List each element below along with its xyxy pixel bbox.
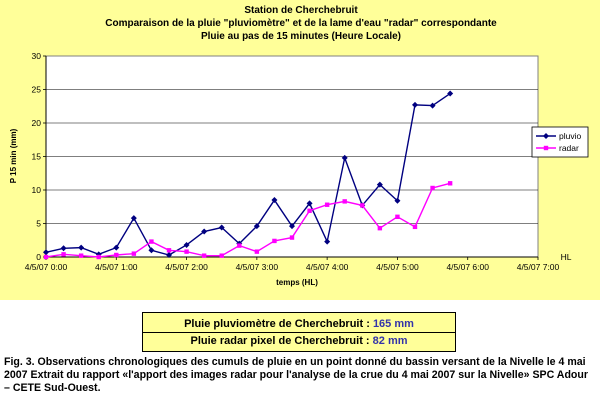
y-tick-label: 25 [32,85,42,95]
data-point-radar [430,185,435,191]
x-axis-label: temps (HL) [276,278,318,287]
x-tick-label: 4/5/07 7:00 [517,262,560,272]
y-tick-label: 30 [32,51,42,61]
x-tick-label: 4/5/07 1:00 [95,262,138,272]
chart-title: Station de Cherchebruit Comparaison de l… [105,5,497,42]
x-tick-label: 4/5/07 3:00 [236,262,279,272]
data-point-pluvio [218,224,225,231]
rainfall-chart: Station de Cherchebruit Comparaison de l… [9,5,589,287]
pluvio-total-value: 165 mm [372,318,414,330]
data-point-radar [219,253,224,258]
pluvio-total: Pluie pluviomètre de Cherchebruit : 165 … [143,318,455,330]
chart-title-line-2: Comparaison de la pluie "pluviomètre" et… [105,18,497,29]
y-tick-label: 5 [36,219,41,229]
y-tick-label: 10 [32,185,42,195]
grid-lines [46,89,538,224]
totals-box: Pluie pluviomètre de Cherchebruit : 165 … [142,312,456,352]
data-point-pluvio [78,244,85,251]
data-point-pluvio [324,238,331,245]
x-tick-label: 4/5/07 0:00 [25,262,68,272]
data-point-pluvio [306,200,313,207]
pluvio-total-label: Pluie pluviomètre de Cherchebruit : [184,318,373,330]
data-point-radar [201,253,207,258]
data-point-pluvio [412,101,418,108]
y-axis-ticks: 0 5 10 15 20 25 30 [32,51,538,262]
data-point-radar [272,238,277,244]
data-point-pluvio [148,247,155,254]
data-point-pluvio [60,245,67,252]
figure-caption: Fig. 3. Observations chronologiques des … [4,356,588,394]
data-point-pluvio [166,251,172,258]
series-line-pluvio [45,92,451,256]
legend-label-radar: radar [559,143,579,153]
data-point-pluvio [183,241,190,248]
data-point-pluvio [113,244,120,251]
data-point-pluvio [376,181,383,188]
data-point-pluvio [271,197,278,204]
data-point-radar [61,252,66,257]
x-tick-label: 4/5/07 5:00 [376,262,419,272]
data-point-radar [289,235,295,240]
data-point-radar [307,208,312,213]
y-tick-label: 0 [36,252,41,262]
legend-label-pluvio: pluvio [559,131,581,141]
data-point-radar [96,254,101,260]
y-tick-label: 20 [32,118,42,128]
data-point-radar [377,225,383,231]
data-series [43,90,454,260]
data-point-pluvio [43,249,49,256]
legend-marker-radar [543,145,549,151]
chart-panel: Station de Cherchebruit Comparaison de l… [0,0,600,300]
data-point-radar [342,199,347,204]
x-axis-unit-label: HL [561,252,572,262]
chart-title-line-1: Station de Cherchebruit [244,5,358,16]
data-point-radar [149,239,154,244]
data-point-radar [131,251,137,256]
data-point-pluvio [394,197,401,204]
x-tick-label: 4/5/07 2:00 [165,262,208,272]
chart-title-line-3: Pluie au pas de 15 minutes (Heure Locale… [201,31,401,42]
legend-marker-pluvio [543,133,549,139]
series-radar [43,181,453,260]
x-tick-label: 4/5/07 4:00 [306,262,349,272]
data-point-radar [412,224,418,230]
data-point-radar [114,252,119,258]
legend: pluvio radar [531,126,589,158]
x-tick-label: 4/5/07 6:00 [446,262,489,272]
data-point-radar [184,249,189,254]
data-point-radar [447,181,453,186]
totals-divider [143,332,455,333]
data-point-radar [254,249,260,254]
data-point-pluvio [201,228,208,235]
data-point-pluvio [289,223,295,230]
data-point-radar [43,254,49,260]
data-point-pluvio [341,154,348,161]
data-point-pluvio [429,102,436,109]
data-point-radar [395,214,400,219]
data-point-radar [360,203,365,208]
legend-box [531,126,589,158]
data-point-radar [237,243,242,248]
data-point-radar [78,253,84,258]
radar-total-label: Pluie radar pixel de Cherchebruit : [190,335,373,347]
data-point-radar [324,202,330,207]
data-point-pluvio [447,90,454,97]
x-axis-ticks: 4/5/07 0:00 4/5/07 1:00 4/5/07 2:00 4/5/07 … [25,257,560,272]
radar-total-value: 82 mm [372,335,408,347]
y-axis-label: P 15 min (mm) [9,128,18,183]
data-point-pluvio [253,223,260,230]
legend-item-pluvio: pluvio [536,131,581,141]
data-point-radar [166,248,172,253]
legend-item-radar: radar [536,143,579,153]
series-line-radar [45,182,451,258]
y-tick-label: 15 [32,152,42,162]
data-point-pluvio [130,215,137,222]
radar-total: Pluie radar pixel de Cherchebruit : 82 m… [143,335,455,347]
